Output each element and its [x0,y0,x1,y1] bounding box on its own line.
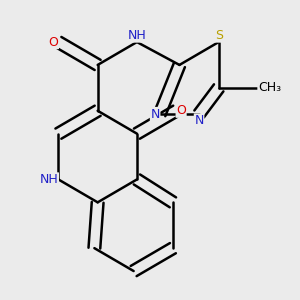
Text: NH: NH [128,29,146,42]
Text: N: N [194,114,204,127]
Text: O: O [176,104,186,117]
Text: O: O [49,35,58,49]
Text: CH₃: CH₃ [258,81,281,94]
Text: N: N [150,107,160,121]
Text: NH: NH [40,173,58,186]
Text: S: S [215,29,223,42]
